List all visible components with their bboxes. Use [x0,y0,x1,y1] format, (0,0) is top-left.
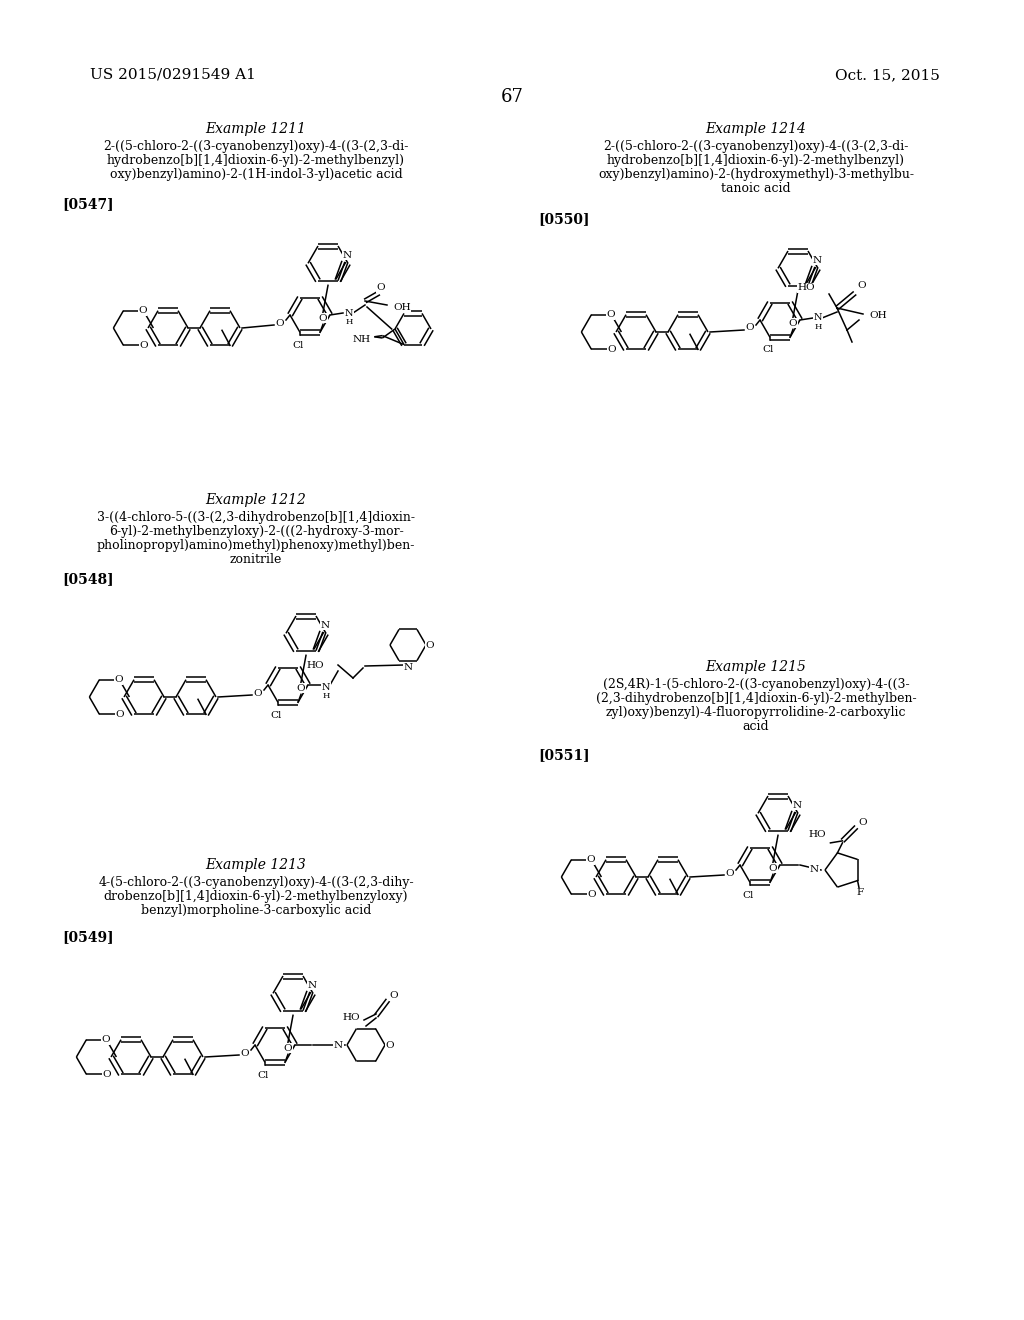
Text: O: O [745,323,755,333]
Text: Example 1213: Example 1213 [206,858,306,873]
Text: O: O [606,310,614,319]
Text: N: N [810,866,819,874]
Text: O: O [390,991,398,1001]
Text: HO: HO [798,284,815,293]
Text: H: H [345,318,352,326]
Text: HO: HO [306,660,324,669]
Text: US 2015/0291549 A1: US 2015/0291549 A1 [90,69,256,82]
Text: O: O [241,1048,249,1057]
Text: OH: OH [869,312,887,321]
Text: 67: 67 [501,88,523,106]
Text: O: O [275,318,285,327]
Text: O: O [318,314,328,323]
Text: O: O [284,1044,292,1053]
Text: O: O [587,890,596,899]
Text: N: N [814,314,822,322]
Text: acid: acid [742,719,769,733]
Text: O: O [377,284,385,293]
Text: 6-yl)-2-methylbenzyloxy)-2-(((2-hydroxy-3-mor-: 6-yl)-2-methylbenzyloxy)-2-(((2-hydroxy-… [109,525,403,539]
Text: O: O [769,863,777,873]
Text: Cl: Cl [292,341,304,350]
Text: Cl: Cl [270,710,282,719]
Text: N: N [322,682,331,692]
Text: [0549]: [0549] [62,931,114,944]
Text: zonitrile: zonitrile [229,553,283,566]
Text: 2-((5-chloro-2-((3-cyanobenzyl)oxy)-4-((3-(2,3-di-: 2-((5-chloro-2-((3-cyanobenzyl)oxy)-4-((… [103,140,409,153]
Text: O: O [101,1035,110,1044]
Text: HO: HO [342,1014,360,1023]
Text: pholinopropyl)amino)methyl)phenoxy)methyl)ben-: pholinopropyl)amino)methyl)phenoxy)methy… [97,539,415,552]
Text: [0551]: [0551] [538,748,590,762]
Text: drobenzo[b][1,4]dioxin-6-yl)-2-methylbenzyloxy): drobenzo[b][1,4]dioxin-6-yl)-2-methylben… [103,890,409,903]
Text: O: O [115,710,124,719]
Text: hydrobenzo[b][1,4]dioxin-6-yl)-2-methylbenzyl): hydrobenzo[b][1,4]dioxin-6-yl)-2-methylb… [106,154,406,168]
Text: O: O [726,869,734,878]
Text: H: H [323,692,330,700]
Text: HO: HO [809,830,826,840]
Text: benzyl)morpholine-3-carboxylic acid: benzyl)morpholine-3-carboxylic acid [141,904,371,917]
Text: H: H [814,323,821,331]
Text: O: O [254,689,262,697]
Text: 2-((5-chloro-2-((3-cyanobenzyl)oxy)-4-((3-(2,3-di-: 2-((5-chloro-2-((3-cyanobenzyl)oxy)-4-((… [603,140,908,153]
Text: (2,3-dihydrobenzo[b][1,4]dioxin-6-yl)-2-methylben-: (2,3-dihydrobenzo[b][1,4]dioxin-6-yl)-2-… [596,692,916,705]
Text: O: O [858,818,866,828]
Text: O: O [586,855,595,865]
Text: oxy)benzyl)amino)-2-(1H-indol-3-yl)acetic acid: oxy)benzyl)amino)-2-(1H-indol-3-yl)aceti… [110,168,402,181]
Text: O: O [426,640,434,649]
Text: N: N [307,981,316,990]
Text: Oct. 15, 2015: Oct. 15, 2015 [836,69,940,82]
Text: tanoic acid: tanoic acid [721,182,791,195]
Text: [0548]: [0548] [62,572,114,586]
Text: Cl: Cl [742,891,754,899]
Text: 3-((4-chloro-5-((3-(2,3-dihydrobenzo[b][1,4]dioxin-: 3-((4-chloro-5-((3-(2,3-dihydrobenzo[b][… [97,511,415,524]
Text: Example 1211: Example 1211 [206,121,306,136]
Text: OH: OH [393,302,411,312]
Text: Example 1212: Example 1212 [206,492,306,507]
Text: Cl: Cl [257,1071,268,1080]
Text: O: O [386,1040,394,1049]
Text: zyl)oxy)benzyl)-4-fluoropyrrolidine-2-carboxylic: zyl)oxy)benzyl)-4-fluoropyrrolidine-2-ca… [606,706,906,719]
Text: Example 1214: Example 1214 [706,121,807,136]
Text: [0547]: [0547] [62,197,114,211]
Text: Cl: Cl [762,346,774,355]
Text: O: O [138,306,146,315]
Text: O: O [102,1069,111,1078]
Text: N: N [321,620,330,630]
Text: N: N [813,256,822,265]
Text: O: O [139,341,147,350]
Text: [0550]: [0550] [538,213,590,226]
Text: (2S,4R)-1-(5-chloro-2-((3-cyanobenzyl)oxy)-4-((3-: (2S,4R)-1-(5-chloro-2-((3-cyanobenzyl)ox… [603,678,909,690]
Text: oxy)benzyl)amino)-2-(hydroxymethyl)-3-methylbu-: oxy)benzyl)amino)-2-(hydroxymethyl)-3-me… [598,168,914,181]
Text: N: N [403,663,413,672]
Text: hydrobenzo[b][1,4]dioxin-6-yl)-2-methylbenzyl): hydrobenzo[b][1,4]dioxin-6-yl)-2-methylb… [607,154,905,168]
Text: NH: NH [352,335,371,345]
Text: N: N [793,801,802,809]
Text: N: N [345,309,353,318]
Text: O: O [297,684,305,693]
Text: O: O [858,281,866,289]
Text: F: F [856,888,863,898]
Text: N: N [343,251,352,260]
Text: O: O [114,675,123,684]
Text: Example 1215: Example 1215 [706,660,807,675]
Text: O: O [788,319,798,327]
Text: 4-(5-chloro-2-((3-cyanobenzyl)oxy)-4-((3-(2,3-dihy-: 4-(5-chloro-2-((3-cyanobenzyl)oxy)-4-((3… [98,876,414,888]
Text: N: N [334,1040,343,1049]
Text: O: O [607,345,615,354]
